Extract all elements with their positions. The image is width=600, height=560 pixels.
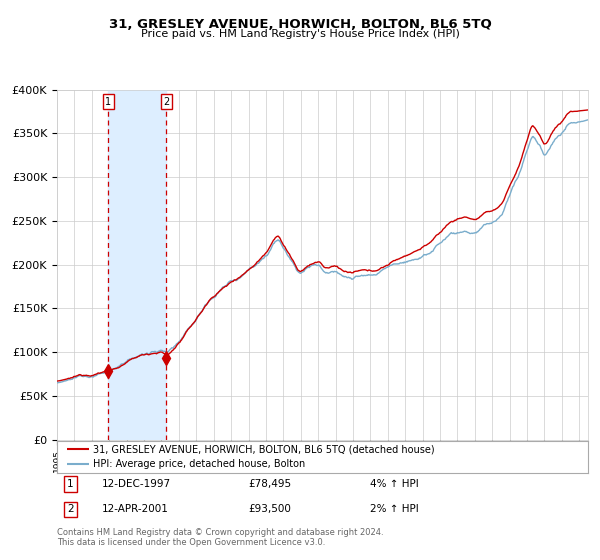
Text: 1: 1 [67, 479, 74, 489]
Text: Contains HM Land Registry data © Crown copyright and database right 2024.
This d: Contains HM Land Registry data © Crown c… [57, 528, 383, 547]
Text: Price paid vs. HM Land Registry's House Price Index (HPI): Price paid vs. HM Land Registry's House … [140, 29, 460, 39]
Text: 2: 2 [67, 505, 74, 515]
Bar [109, 90, 166, 440]
Text: 31, GRESLEY AVENUE, HORWICH, BOLTON, BL6 5TQ: 31, GRESLEY AVENUE, HORWICH, BOLTON, BL6… [109, 18, 491, 31]
Text: £78,495: £78,495 [248, 479, 291, 489]
Text: 2% ↑ HPI: 2% ↑ HPI [370, 505, 419, 515]
Text: £93,500: £93,500 [248, 505, 291, 515]
Text: 2: 2 [163, 97, 169, 106]
Text: 4% ↑ HPI: 4% ↑ HPI [370, 479, 419, 489]
Text: 12-DEC-1997: 12-DEC-1997 [102, 479, 171, 489]
Text: 1: 1 [105, 97, 112, 106]
Text: 12-APR-2001: 12-APR-2001 [102, 505, 169, 515]
Text: 31, GRESLEY AVENUE, HORWICH, BOLTON, BL6 5TQ (detached house): 31, GRESLEY AVENUE, HORWICH, BOLTON, BL6… [93, 445, 435, 455]
Text: HPI: Average price, detached house, Bolton: HPI: Average price, detached house, Bolt… [93, 459, 305, 469]
